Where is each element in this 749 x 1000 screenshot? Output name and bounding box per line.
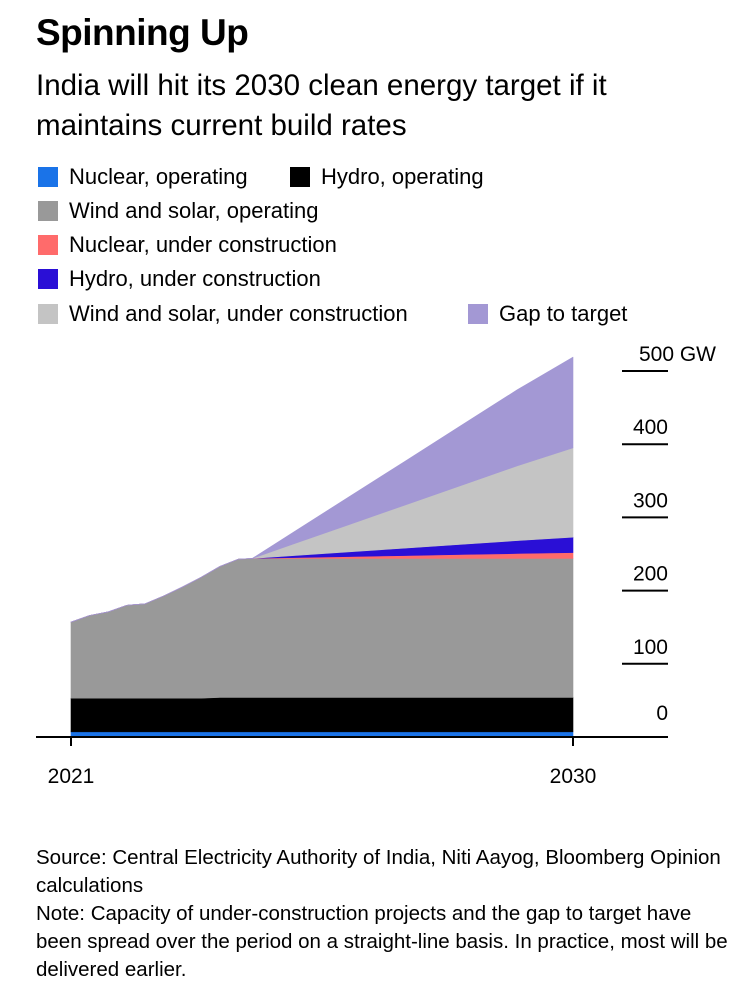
chart-subtitle: India will hit its 2030 clean energy tar… <box>36 69 607 142</box>
area-wind-and-solar-operating <box>70 558 574 699</box>
legend-item-wind-solar-under-construction: Wind and solar, under construction <box>38 299 408 329</box>
legend-label: Hydro, operating <box>321 164 484 189</box>
area-gap-to-target <box>70 356 574 623</box>
y-tick-label: 500 GW <box>639 343 716 366</box>
legend-swatch-gap-to-target <box>468 304 488 324</box>
legend-label: Hydro, under construction <box>69 266 321 291</box>
legend-label: Wind and solar, under construction <box>69 301 408 326</box>
area-hydro-operating <box>70 697 574 733</box>
x-tick-label: 2030 <box>550 765 597 788</box>
y-tick-label: 100 <box>633 636 668 659</box>
legend-label: Wind and solar, operating <box>69 198 319 223</box>
legend-swatch-hydro-operating <box>290 167 310 187</box>
footnotes: Source: Central Electricity Authority of… <box>36 844 736 984</box>
legend-swatch-wind-solar-operating <box>38 201 58 221</box>
chart-title: Spinning Up <box>36 12 249 53</box>
source-text: Source: Central Electricity Authority of… <box>36 846 721 897</box>
legend-item-nuclear-under-construction: Nuclear, under construction <box>38 230 337 260</box>
legend-label: Nuclear, operating <box>69 164 248 189</box>
legend-item-wind-solar-operating: Wind and solar, operating <box>38 196 319 226</box>
legend-swatch-hydro-under-construction <box>38 269 58 289</box>
y-tick-label: 0 <box>656 702 668 725</box>
y-tick-label: 300 <box>633 489 668 512</box>
legend-label: Gap to target <box>499 301 628 326</box>
legend-label: Nuclear, under construction <box>69 232 337 257</box>
legend-item-gap-to-target: Gap to target <box>468 299 627 329</box>
legend-item-hydro-under-construction: Hydro, under construction <box>38 264 321 294</box>
legend-item-nuclear-operating: Nuclear, operating <box>38 162 248 192</box>
legend-item-hydro-operating: Hydro, operating <box>290 162 484 192</box>
legend-swatch-nuclear-operating <box>38 167 58 187</box>
legend-swatch-nuclear-under-construction <box>38 235 58 255</box>
y-tick-label: 200 <box>633 563 668 586</box>
legend-swatch-wind-solar-under-construction <box>38 304 58 324</box>
note-text: Note: Capacity of under-construction pro… <box>36 902 728 981</box>
x-tick-label: 2021 <box>48 765 95 788</box>
y-tick-label: 400 <box>633 416 668 439</box>
